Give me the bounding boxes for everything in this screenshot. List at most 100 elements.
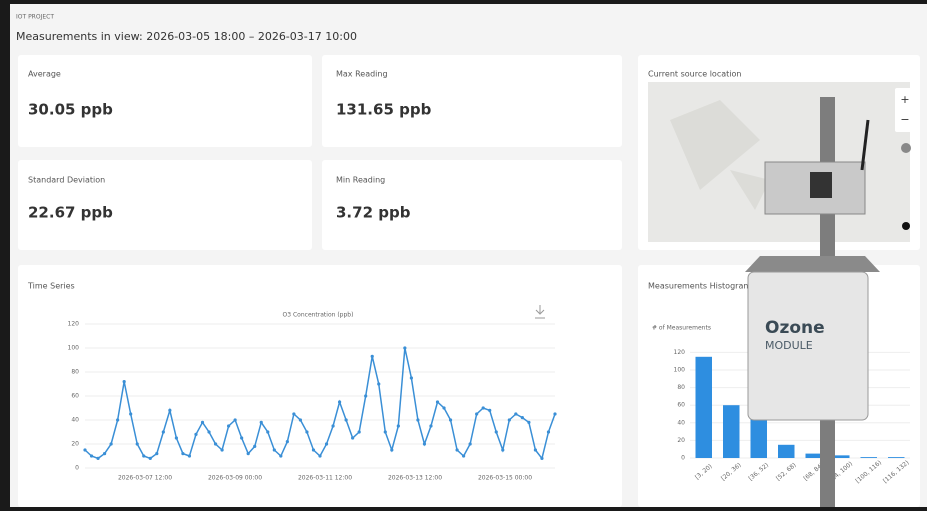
point	[494, 430, 498, 434]
point	[533, 448, 538, 452]
point	[540, 456, 544, 460]
y-tick-label: 80	[677, 384, 685, 391]
point	[481, 406, 485, 410]
point	[174, 436, 178, 440]
zoom-out[interactable]: −	[900, 113, 909, 126]
point	[383, 430, 387, 434]
map-title: Current source location	[648, 70, 741, 79]
point	[357, 430, 361, 434]
point	[168, 408, 172, 412]
point	[181, 452, 185, 456]
point	[501, 448, 505, 452]
bar	[833, 455, 850, 458]
point	[351, 436, 355, 440]
chart-card	[18, 265, 622, 507]
point	[311, 448, 316, 452]
x-tick-label: 2026-03-13 12:00	[388, 475, 442, 482]
point	[161, 430, 165, 434]
point	[213, 442, 218, 446]
device-name: Ozone	[765, 318, 825, 338]
device-subtitle: MODULE	[765, 339, 813, 352]
download-icon[interactable]	[535, 305, 545, 319]
point	[475, 412, 479, 416]
point	[429, 424, 433, 428]
card-title: Time Series	[27, 282, 75, 291]
module-box	[747, 271, 869, 421]
point	[109, 442, 113, 446]
point	[462, 454, 466, 458]
stat-value: 3.72 ppb	[336, 204, 411, 222]
card-title: Measurements Histogram	[648, 282, 751, 291]
point	[344, 418, 348, 422]
point	[227, 424, 231, 428]
point	[448, 418, 453, 422]
point	[129, 412, 133, 416]
y-tick-label: 120	[68, 321, 80, 328]
point	[207, 430, 211, 434]
point	[285, 440, 289, 444]
point	[488, 408, 492, 412]
bar	[805, 453, 822, 458]
point	[364, 394, 368, 398]
y-tick-label: 0	[681, 455, 685, 462]
point	[403, 346, 407, 350]
y-tick-label: 100	[68, 345, 80, 352]
bar	[778, 444, 795, 458]
antenna	[860, 119, 870, 171]
point	[96, 456, 100, 460]
bar	[860, 457, 877, 458]
point	[266, 430, 270, 434]
point	[377, 382, 381, 386]
point	[83, 448, 87, 452]
point	[455, 448, 459, 452]
zoom-in[interactable]: +	[900, 93, 909, 106]
point	[194, 432, 198, 436]
stat-card	[18, 160, 312, 250]
point	[324, 442, 329, 446]
stat-value: 30.05 ppb	[28, 101, 113, 119]
point	[155, 452, 159, 456]
point	[514, 412, 518, 416]
point	[553, 412, 557, 416]
stat-label: Average	[28, 70, 61, 79]
point	[102, 452, 107, 456]
y-tick-label: 100	[674, 367, 686, 374]
project-label: IOT PROJECT	[16, 14, 54, 21]
y-tick-label: 40	[71, 417, 79, 424]
y-axis-label: # of Measurements	[652, 325, 711, 332]
point	[409, 376, 413, 380]
y-tick-label: 60	[677, 402, 685, 409]
stat-value: 131.65 ppb	[336, 101, 432, 119]
y-tick-label: 80	[71, 369, 79, 376]
point	[220, 448, 224, 452]
point	[520, 416, 524, 420]
sensor-part	[810, 172, 832, 198]
bar	[888, 457, 905, 458]
point	[200, 420, 205, 424]
point	[546, 430, 551, 434]
point	[187, 454, 192, 458]
point	[292, 412, 296, 416]
point	[468, 442, 472, 446]
point	[370, 354, 374, 358]
point	[246, 452, 250, 456]
point	[272, 448, 276, 452]
stat-card	[322, 160, 622, 250]
stat-value: 22.67 ppb	[28, 204, 113, 222]
point	[122, 380, 126, 384]
point	[416, 418, 420, 422]
rain-shield	[745, 256, 880, 272]
y-tick-label: 20	[71, 441, 79, 448]
point	[422, 442, 427, 446]
bar	[723, 405, 740, 458]
point	[442, 406, 446, 410]
stat-card	[322, 55, 622, 147]
stat-label: Max Reading	[336, 70, 388, 79]
point	[337, 400, 342, 404]
point	[390, 448, 394, 452]
point	[240, 436, 244, 440]
locate-button[interactable]	[901, 143, 911, 153]
point	[279, 454, 283, 458]
